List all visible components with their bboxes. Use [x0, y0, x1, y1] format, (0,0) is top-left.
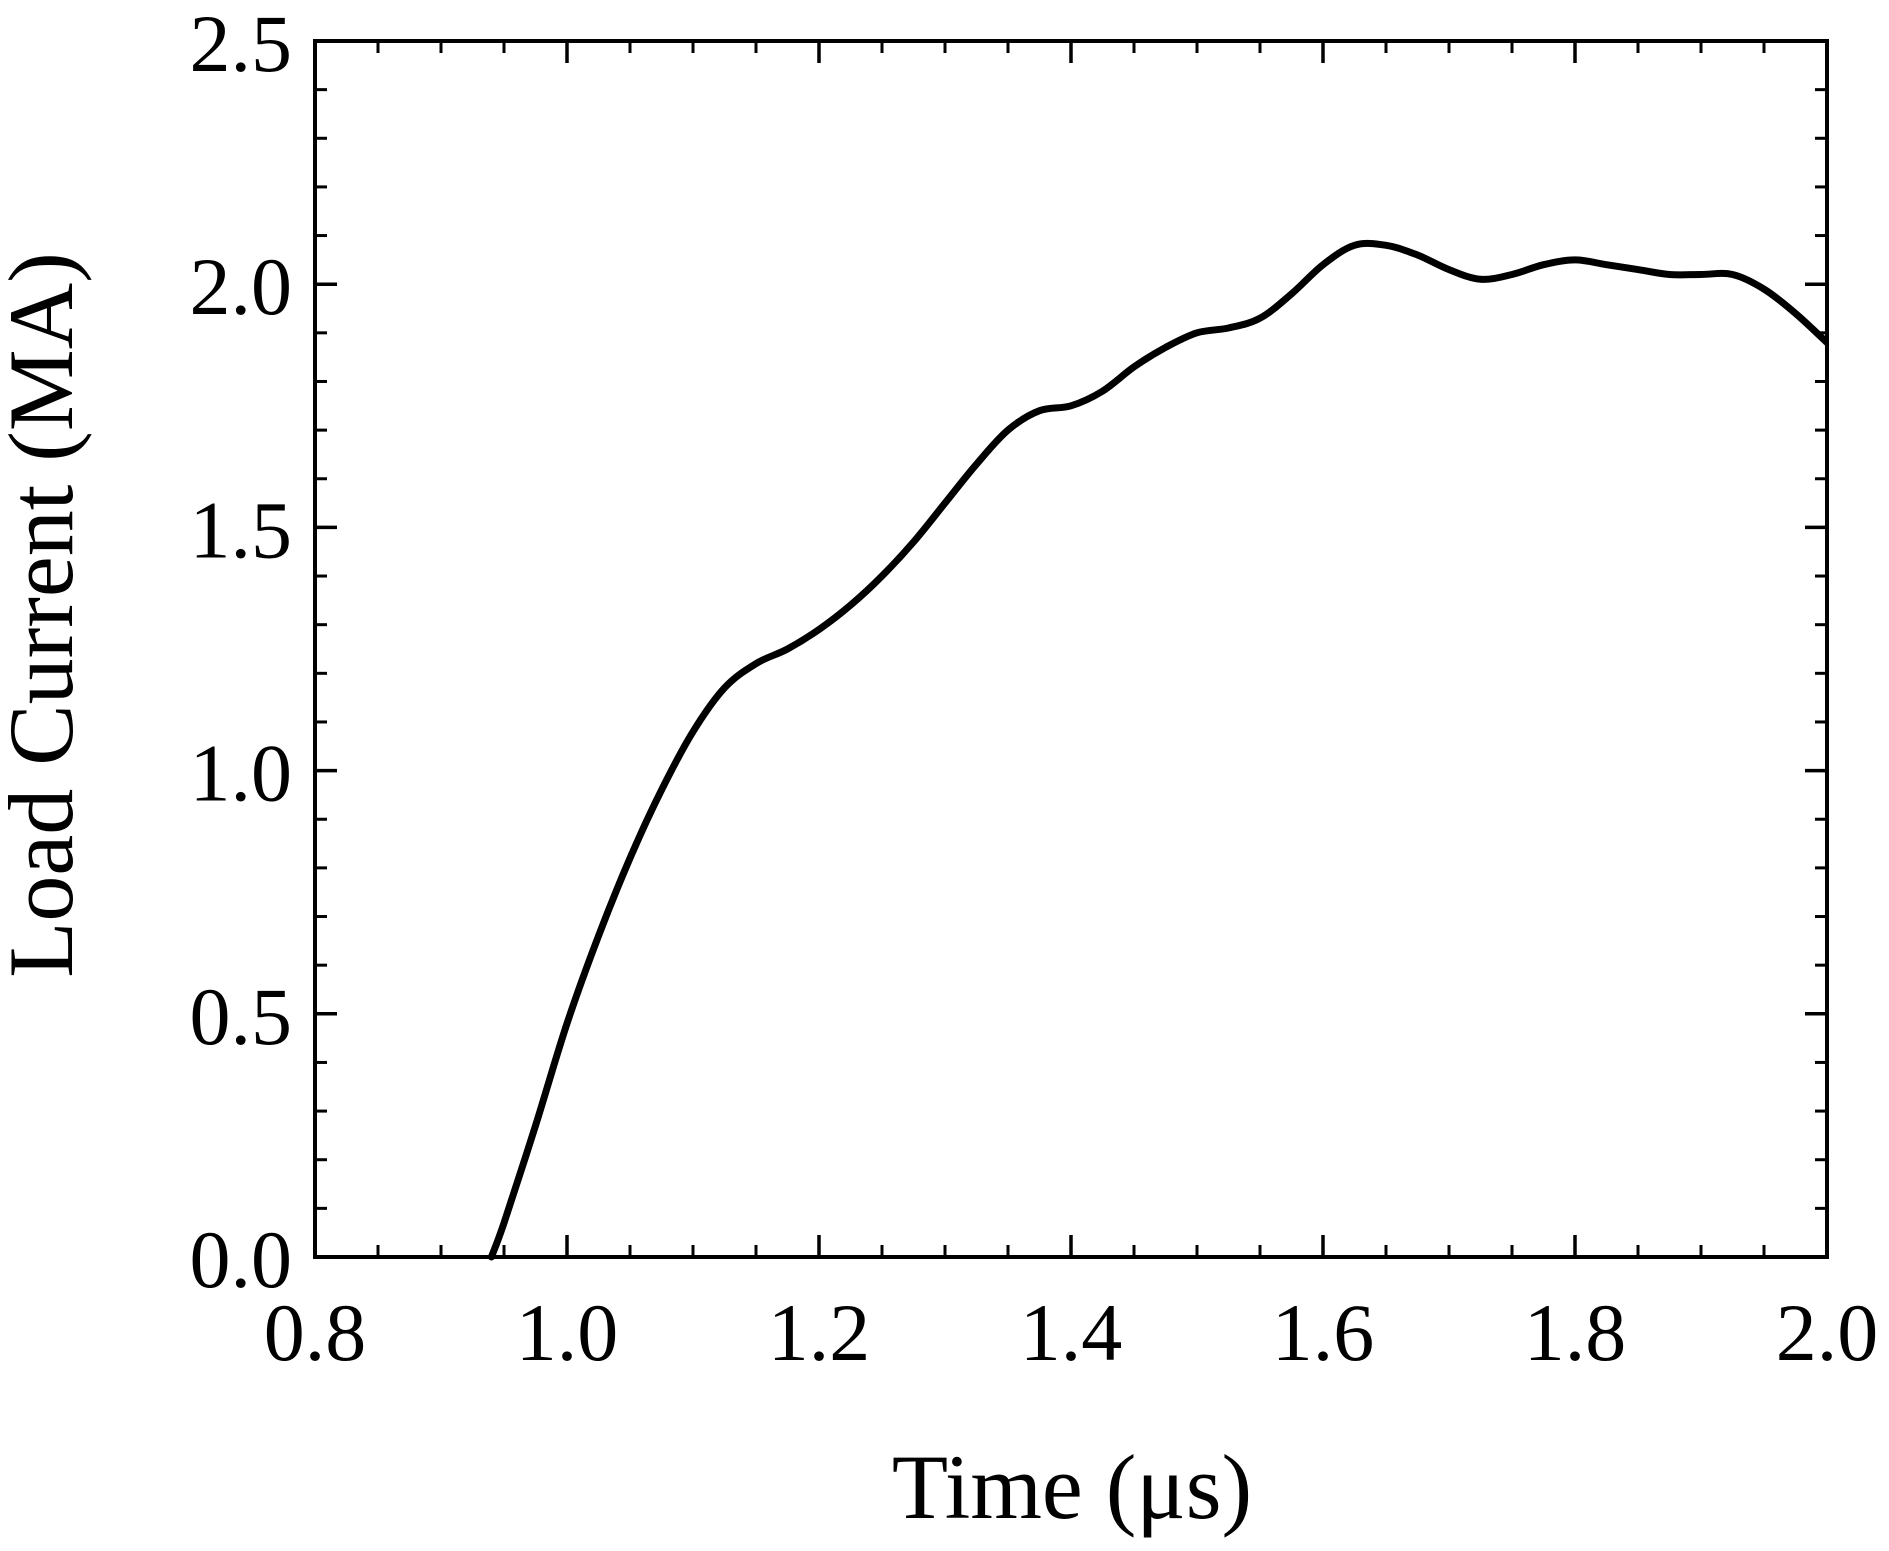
y-tick-label: 1.0 — [190, 728, 293, 819]
x-tick-label: 2.0 — [1776, 1287, 1879, 1378]
x-tick-label: 0.8 — [264, 1287, 367, 1378]
y-tick-label: 0.5 — [190, 971, 293, 1062]
x-axis-title: Time (μs) — [892, 1436, 1252, 1538]
y-tick-labels: 0.0 0.5 1.0 1.5 2.0 2.5 — [190, 0, 293, 1305]
minor-ticks — [313, 39, 1829, 1259]
plot-frame — [313, 39, 1829, 1259]
y-tick-label: 0.0 — [190, 1214, 293, 1305]
y-axis-title: Load Current (MA) — [0, 252, 92, 978]
y-tick-label: 2.0 — [190, 241, 293, 332]
x-tick-label: 1.8 — [1524, 1287, 1627, 1378]
x-tick-label: 1.2 — [768, 1287, 871, 1378]
series-line-load-current — [487, 239, 1827, 1261]
x-tick-labels: 0.8 1.0 1.2 1.4 1.6 1.8 2.0 — [264, 1287, 1879, 1378]
x-tick-label: 1.6 — [1272, 1287, 1375, 1378]
x-tick-label: 1.0 — [516, 1287, 619, 1378]
y-tick-label: 2.5 — [190, 0, 293, 89]
x-tick-label: 1.4 — [1020, 1287, 1123, 1378]
major-ticks — [313, 39, 1829, 1259]
y-tick-label: 1.5 — [190, 484, 293, 575]
